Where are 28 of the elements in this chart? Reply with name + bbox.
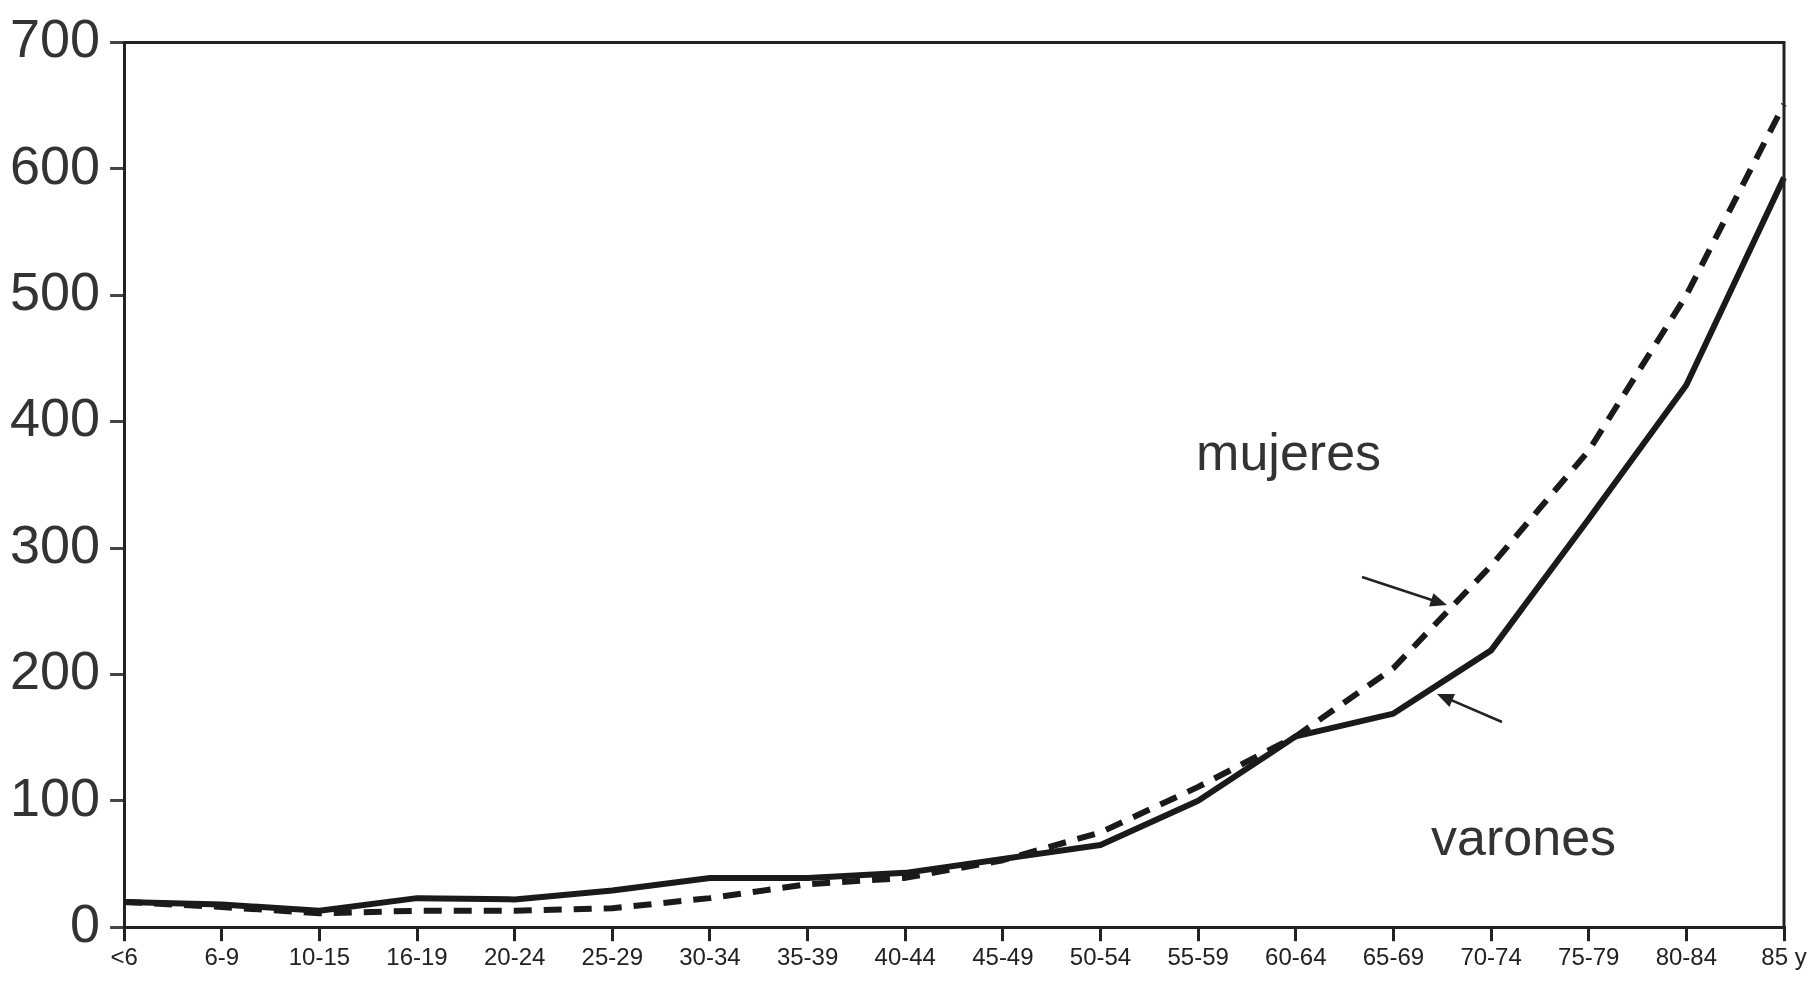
x-tick-label: 55-59 bbox=[1167, 943, 1229, 971]
y-tick-label: 400 bbox=[9, 387, 101, 448]
x-tick-label: 20-24 bbox=[483, 943, 546, 971]
x-tick-label: 85 y bbox=[1761, 943, 1807, 971]
x-tick-label: 65-69 bbox=[1362, 943, 1425, 971]
y-tick-label: 500 bbox=[9, 261, 101, 322]
x-tick-label: 60-64 bbox=[1265, 943, 1327, 971]
x-tick-label: 80-84 bbox=[1655, 943, 1718, 971]
x-tick-label: 70-74 bbox=[1460, 943, 1522, 971]
y-tick-label: 100 bbox=[9, 766, 101, 827]
x-tick-label: 6-9 bbox=[204, 943, 240, 971]
x-tick-label: 50-54 bbox=[1069, 943, 1132, 971]
x-tick-label: 16-19 bbox=[386, 943, 448, 971]
y-tick-label: 200 bbox=[9, 640, 101, 701]
y-tick-label: 600 bbox=[9, 134, 101, 195]
y-tick-label: 0 bbox=[70, 893, 101, 954]
x-tick-label: 75-79 bbox=[1558, 943, 1620, 971]
text: mujeres bbox=[1196, 423, 1382, 482]
x-tick-label: 45-49 bbox=[972, 943, 1034, 971]
y-tick-label: 300 bbox=[9, 513, 101, 574]
series-label: varones bbox=[1431, 807, 1617, 866]
x-tick-label: 35-39 bbox=[776, 943, 839, 971]
x-tick-label: 10-15 bbox=[288, 943, 351, 971]
x-tick-label: 30-34 bbox=[679, 943, 741, 971]
x-tick-label: 40-44 bbox=[874, 943, 936, 971]
x-tick-label: <6 bbox=[110, 943, 138, 971]
y-tick-label: 700 bbox=[9, 8, 101, 69]
x-tick-label: 25-29 bbox=[581, 943, 643, 971]
